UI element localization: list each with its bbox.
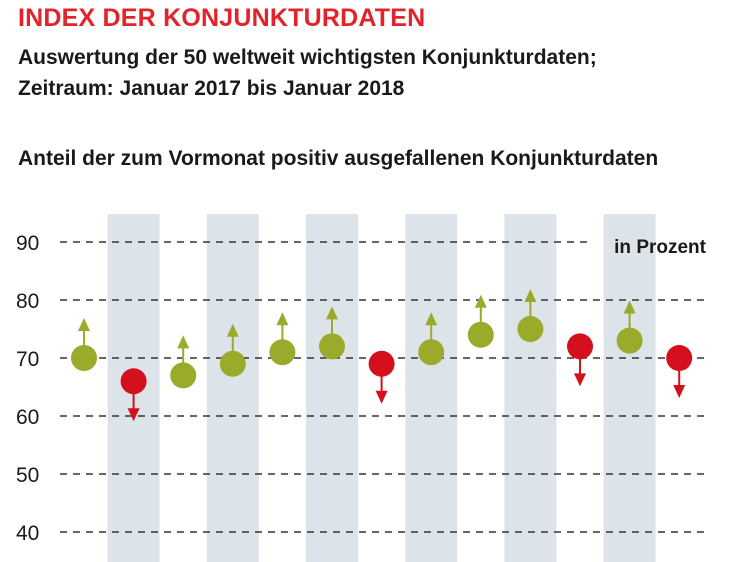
background-band bbox=[405, 214, 458, 562]
background-band bbox=[306, 214, 358, 562]
data-marker bbox=[467, 321, 494, 348]
arrow-up-icon bbox=[78, 318, 90, 331]
y-tick-label: 50 bbox=[16, 464, 39, 487]
background-band bbox=[504, 214, 557, 562]
y-tick-label: 70 bbox=[16, 348, 39, 371]
y-tick-label: 90 bbox=[16, 232, 39, 255]
data-marker bbox=[616, 327, 643, 354]
data-point bbox=[467, 294, 494, 348]
arrow-down-icon bbox=[375, 390, 388, 404]
data-point bbox=[666, 345, 693, 398]
data-point bbox=[269, 312, 296, 366]
arrow-up-icon bbox=[524, 289, 537, 302]
data-marker bbox=[269, 339, 296, 366]
y-tick-label: 60 bbox=[16, 406, 39, 429]
data-marker bbox=[170, 362, 197, 389]
data-marker bbox=[567, 333, 593, 360]
data-marker bbox=[666, 345, 693, 371]
data-marker bbox=[71, 345, 97, 371]
data-point bbox=[567, 333, 593, 387]
background-band bbox=[206, 214, 259, 562]
arrow-up-icon bbox=[326, 306, 338, 320]
data-point bbox=[319, 306, 345, 360]
arrow-down-icon bbox=[673, 385, 686, 398]
arrow-up-icon bbox=[276, 312, 289, 326]
band-layer bbox=[107, 214, 656, 562]
y-tick-label: 40 bbox=[16, 522, 39, 545]
chart-title: INDEX DER KONJUNKTURDATEN bbox=[18, 4, 426, 32]
y-tick-layer: 40 50 60 70 80 90 bbox=[16, 232, 39, 545]
data-marker bbox=[219, 350, 246, 377]
arrow-up-icon bbox=[177, 335, 190, 349]
y-tick-label: 80 bbox=[16, 290, 39, 313]
data-marker bbox=[368, 350, 395, 377]
data-point bbox=[219, 323, 246, 377]
grid-layer bbox=[60, 241, 708, 533]
data-point bbox=[418, 312, 445, 366]
arrow-up-icon bbox=[474, 294, 487, 308]
arrow-down-icon bbox=[127, 408, 140, 422]
arrow-up-icon bbox=[425, 312, 438, 326]
subtitle-line-1: Auswertung der 50 weltweit wichtigsten K… bbox=[18, 46, 597, 69]
chart-heading: Anteil der zum Vormonat positiv ausgefal… bbox=[18, 147, 659, 170]
data-point bbox=[517, 289, 544, 342]
chart-subtitle: Auswertung der 50 weltweit wichtigsten K… bbox=[18, 42, 738, 104]
background-band bbox=[603, 214, 656, 562]
arrow-up-icon bbox=[623, 300, 636, 314]
data-point bbox=[71, 318, 97, 371]
data-point bbox=[368, 350, 395, 404]
subtitle-line-2: Zeitraum: Januar 2017 bis Januar 2018 bbox=[18, 77, 405, 100]
data-point bbox=[120, 368, 147, 422]
unit-label: in Prozent bbox=[614, 237, 707, 258]
arrow-down-icon bbox=[574, 373, 586, 387]
data-marker bbox=[418, 339, 445, 366]
data-marker bbox=[517, 316, 544, 342]
data-point bbox=[170, 335, 197, 389]
marker-layer bbox=[71, 289, 693, 422]
arrow-up-icon bbox=[226, 323, 239, 337]
data-point bbox=[616, 300, 643, 354]
data-marker bbox=[319, 333, 345, 360]
data-marker bbox=[120, 368, 147, 395]
